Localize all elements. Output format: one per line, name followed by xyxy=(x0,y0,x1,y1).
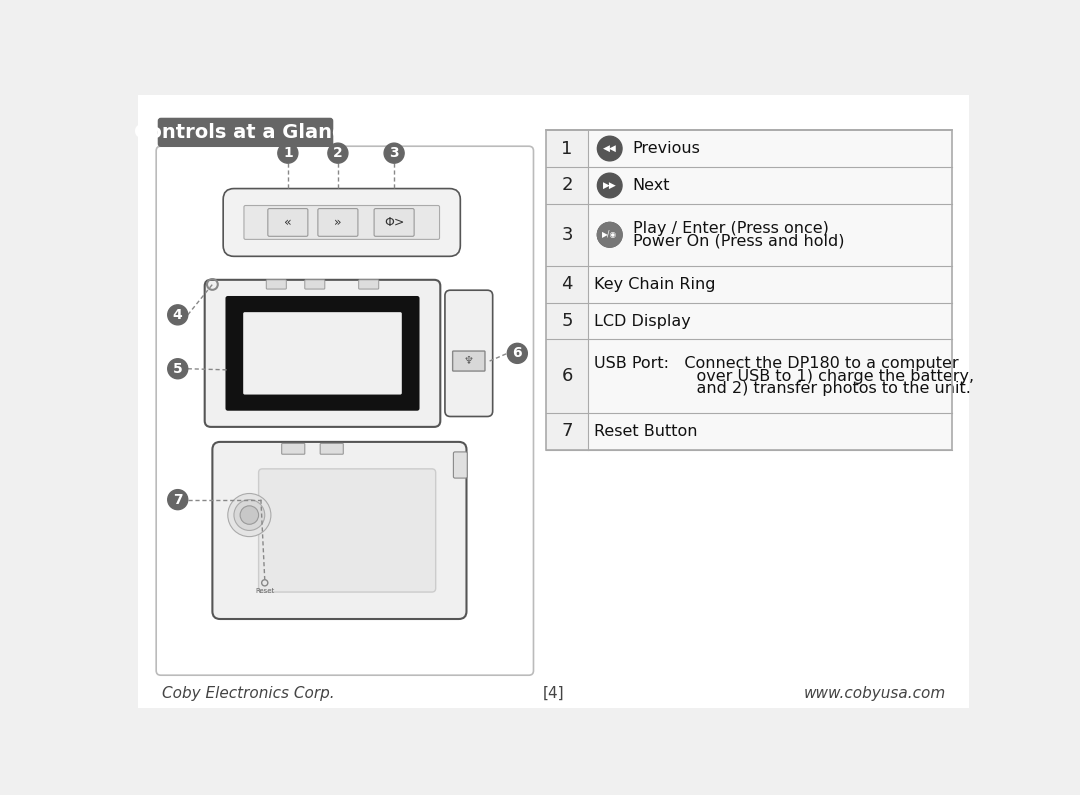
FancyBboxPatch shape xyxy=(445,290,492,417)
Bar xyxy=(545,413,953,450)
Text: 5: 5 xyxy=(173,362,183,376)
Text: over USB to 1) charge the battery,: over USB to 1) charge the battery, xyxy=(594,369,974,383)
Circle shape xyxy=(167,304,188,325)
Text: ♆: ♆ xyxy=(463,356,474,366)
Text: Key Chain Ring: Key Chain Ring xyxy=(594,277,716,292)
FancyBboxPatch shape xyxy=(545,266,589,303)
Text: Power On (Press and hold): Power On (Press and hold) xyxy=(633,234,845,248)
Text: 1: 1 xyxy=(562,140,572,157)
FancyBboxPatch shape xyxy=(158,118,334,147)
FancyBboxPatch shape xyxy=(226,296,419,411)
Text: 5: 5 xyxy=(562,312,572,330)
FancyBboxPatch shape xyxy=(157,146,534,675)
Circle shape xyxy=(234,499,265,530)
FancyBboxPatch shape xyxy=(267,280,286,289)
Circle shape xyxy=(597,136,622,161)
Circle shape xyxy=(167,359,188,378)
Circle shape xyxy=(278,143,298,163)
Circle shape xyxy=(597,223,622,247)
FancyBboxPatch shape xyxy=(244,206,440,239)
Text: 3: 3 xyxy=(389,146,399,160)
FancyBboxPatch shape xyxy=(374,208,414,236)
Circle shape xyxy=(384,143,404,163)
Circle shape xyxy=(597,223,622,247)
Text: «: « xyxy=(284,216,292,229)
Bar xyxy=(545,204,953,266)
Text: 2: 2 xyxy=(333,146,342,160)
Text: 4: 4 xyxy=(173,308,183,322)
Text: www.cobyusa.com: www.cobyusa.com xyxy=(804,686,946,701)
Text: 7: 7 xyxy=(562,422,572,440)
Text: 2: 2 xyxy=(562,176,572,195)
Circle shape xyxy=(228,494,271,537)
Text: ◀◀: ◀◀ xyxy=(603,144,617,153)
Circle shape xyxy=(328,143,348,163)
FancyBboxPatch shape xyxy=(359,280,379,289)
Bar xyxy=(545,130,953,450)
FancyBboxPatch shape xyxy=(268,208,308,236)
Text: 4: 4 xyxy=(562,275,572,293)
FancyBboxPatch shape xyxy=(213,442,467,619)
Bar xyxy=(545,303,953,339)
Circle shape xyxy=(597,173,622,198)
Text: and 2) transfer photos to the unit.: and 2) transfer photos to the unit. xyxy=(594,381,971,396)
FancyBboxPatch shape xyxy=(545,130,589,167)
Text: 6: 6 xyxy=(513,347,522,360)
FancyBboxPatch shape xyxy=(258,469,435,592)
Text: Coby Electronics Corp.: Coby Electronics Corp. xyxy=(162,686,335,701)
FancyBboxPatch shape xyxy=(454,452,468,478)
FancyBboxPatch shape xyxy=(320,444,343,454)
Text: 7: 7 xyxy=(173,493,183,506)
Text: 6: 6 xyxy=(562,367,572,385)
FancyBboxPatch shape xyxy=(243,312,402,394)
Text: Φ>: Φ> xyxy=(383,216,404,229)
Text: USB Port:   Connect the DP180 to a computer: USB Port: Connect the DP180 to a compute… xyxy=(594,356,959,371)
Circle shape xyxy=(508,343,527,363)
FancyBboxPatch shape xyxy=(318,208,357,236)
FancyBboxPatch shape xyxy=(545,167,589,204)
Text: LCD Display: LCD Display xyxy=(594,313,691,328)
FancyBboxPatch shape xyxy=(282,444,305,454)
Text: Previous: Previous xyxy=(633,141,701,156)
FancyBboxPatch shape xyxy=(545,204,589,266)
Circle shape xyxy=(167,490,188,510)
FancyBboxPatch shape xyxy=(453,351,485,371)
FancyBboxPatch shape xyxy=(224,188,460,256)
Text: Next: Next xyxy=(633,178,671,193)
FancyBboxPatch shape xyxy=(545,303,589,339)
Text: ▶▶: ▶▶ xyxy=(603,181,617,190)
Text: [4]: [4] xyxy=(542,686,565,701)
Text: Controls at a Glance: Controls at a Glance xyxy=(134,123,357,142)
FancyBboxPatch shape xyxy=(205,280,441,427)
Circle shape xyxy=(240,506,258,524)
Bar xyxy=(545,130,953,167)
Text: ▶/◉: ▶/◉ xyxy=(603,231,618,239)
FancyBboxPatch shape xyxy=(305,280,325,289)
FancyBboxPatch shape xyxy=(545,413,589,450)
Text: Play / Enter (Press once): Play / Enter (Press once) xyxy=(633,221,828,236)
Bar xyxy=(545,339,953,413)
Bar xyxy=(545,167,953,204)
Text: 1: 1 xyxy=(283,146,293,160)
Text: »: » xyxy=(334,216,341,229)
Text: 3: 3 xyxy=(562,226,572,244)
Bar xyxy=(545,266,953,303)
Text: Reset Button: Reset Button xyxy=(594,424,698,439)
Text: Reset: Reset xyxy=(255,588,274,595)
FancyBboxPatch shape xyxy=(545,339,589,413)
